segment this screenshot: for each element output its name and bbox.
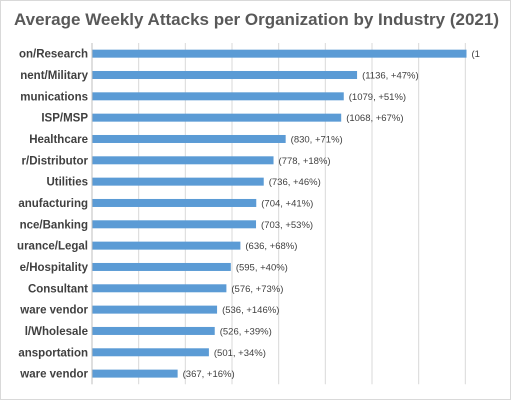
bar — [92, 92, 344, 101]
bar — [92, 177, 264, 186]
chart-title: Average Weekly Attacks per Organization … — [14, 10, 499, 29]
data-label: (1079, +51%) — [349, 92, 406, 103]
data-label: (526, +39%) — [220, 326, 272, 337]
data-label: (636, +68%) — [245, 241, 297, 252]
bar — [92, 369, 178, 378]
data-label: (704, +41%) — [261, 198, 313, 209]
category-label: nent/Military — [20, 70, 88, 82]
category-label: on/Research — [19, 49, 88, 61]
bar — [92, 198, 257, 207]
bar — [92, 70, 358, 79]
data-label: (778, +18%) — [279, 156, 331, 167]
data-label: (1068, +67%) — [346, 113, 403, 124]
bar — [92, 220, 257, 229]
bar — [92, 305, 218, 314]
bar — [92, 284, 227, 293]
category-label: r/Distributor — [22, 155, 89, 167]
category-label: ISP/MSP — [41, 113, 88, 125]
category-label: Consultant — [28, 283, 88, 295]
bar — [92, 134, 286, 143]
category-label: ware vendor — [19, 369, 88, 381]
category-label: Utilities — [46, 177, 88, 189]
bar — [92, 262, 231, 271]
data-label: (736, +46%) — [269, 177, 321, 188]
category-label: nce/Banking — [20, 219, 88, 231]
category-label: Healthcare — [29, 134, 88, 146]
bar — [92, 113, 342, 122]
data-label: (576, +73%) — [231, 284, 283, 295]
data-label: (595, +40%) — [236, 262, 288, 273]
bar — [92, 49, 467, 58]
data-label: (367, +16%) — [183, 369, 235, 380]
data-label: (536, +146%) — [222, 305, 279, 316]
data-label: (830, +71%) — [291, 134, 343, 145]
bar — [92, 156, 274, 165]
category-label: e/Hospitality — [20, 262, 89, 274]
data-label: (1136, +47%) — [362, 70, 419, 81]
category-label: anufacturing — [18, 198, 88, 210]
category-label: ansportation — [18, 347, 88, 359]
category-label: ware vendor — [19, 305, 88, 317]
category-label: urance/Legal — [17, 241, 88, 253]
category-label: l/Wholesale — [25, 326, 88, 338]
bar — [92, 241, 241, 250]
bar — [92, 326, 215, 335]
bar — [92, 348, 209, 357]
data-label: (703, +53%) — [261, 220, 313, 231]
category-label: munications — [20, 91, 88, 103]
data-label: (501, +34%) — [214, 348, 266, 359]
data-label: (1 — [472, 49, 480, 60]
